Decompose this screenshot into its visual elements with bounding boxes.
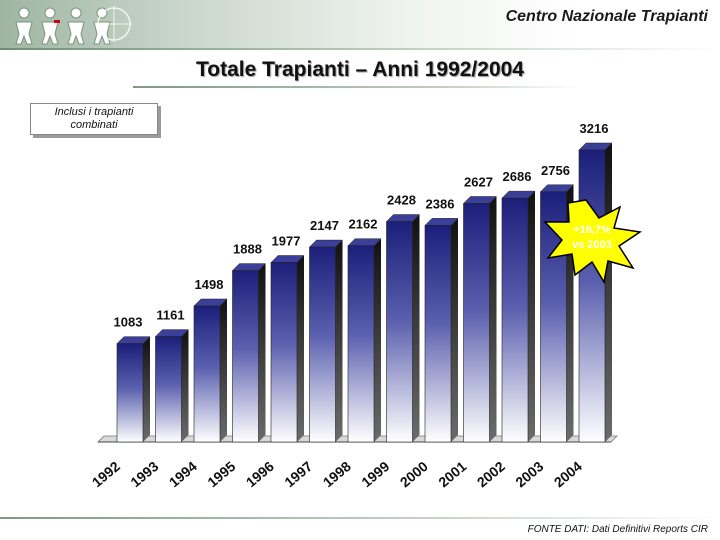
bar-front: [424, 225, 452, 443]
bar-1993: [154, 329, 190, 443]
value-label-1993: 1161: [156, 308, 184, 323]
year-label-1997: 1997: [281, 458, 315, 490]
organization-name: Centro Nazionale Trapianti: [505, 8, 708, 25]
bar-1994: [193, 298, 228, 443]
bar-front: [578, 149, 606, 443]
value-label-1997: 2147: [310, 218, 339, 233]
bar-side: [605, 143, 612, 442]
value-label-2001: 2627: [464, 174, 493, 189]
bar-side: [181, 329, 189, 442]
bar-chart: 1083 1161 1498 1888 1977 2147 2162 2428 2386 2627…: [89, 121, 643, 490]
bar-front: [193, 305, 221, 443]
bar-side: [143, 336, 150, 442]
note-line-1: Inclusi i trapianti: [54, 106, 134, 118]
bar-1998: [347, 238, 382, 443]
bar-1992: [116, 336, 151, 443]
growth-callout: +16,7% vs 2003: [543, 199, 643, 285]
bar-1995: [231, 263, 267, 443]
bar-side: [451, 218, 458, 442]
people-logo-icon: [15, 6, 132, 45]
year-label-2004: 2004: [551, 458, 585, 490]
value-label-2002: 2686: [503, 169, 532, 184]
value-label-1999: 2428: [387, 193, 416, 208]
bar-front: [347, 245, 375, 443]
bar-side: [374, 238, 381, 442]
bar-2004: [578, 142, 613, 443]
year-label-2001: 2001: [435, 458, 469, 490]
footer-divider: [0, 517, 720, 519]
value-label-1995: 1888: [233, 242, 262, 257]
value-label-2003: 2756: [541, 163, 570, 178]
bar-1999: [385, 214, 421, 443]
year-label-1996: 1996: [243, 458, 277, 490]
bar-side: [489, 196, 497, 442]
year-label-1993: 1993: [127, 458, 161, 490]
bar-front: [386, 221, 413, 443]
value-label-2000: 2386: [426, 196, 455, 211]
bar-2001: [462, 196, 498, 443]
value-label-1996: 1977: [272, 233, 301, 248]
bar-front: [501, 197, 529, 443]
value-label-1994: 1498: [195, 277, 224, 292]
value-label-1998: 2162: [349, 217, 378, 232]
bar-front: [270, 262, 298, 443]
bar-front: [116, 343, 144, 443]
value-labels-group: 1083 1161 1498 1888 1977 2147 2162 2428 2386 2627…: [114, 121, 609, 330]
value-label-2004: 3216: [580, 121, 609, 136]
callout-line-2: vs 2003: [572, 239, 612, 251]
note-line-2: combinati: [70, 119, 118, 131]
source-note: FONTE DATI: Dati Definitivi Reports CIR: [527, 524, 708, 535]
bars-group: [116, 142, 613, 443]
year-label-2003: 2003: [512, 458, 546, 490]
bar-front: [463, 203, 490, 443]
bar-side: [220, 298, 227, 442]
bar-2002: [501, 190, 536, 443]
slide-title: Totale Trapianti – Anni 1992/2004: [196, 58, 524, 81]
year-label-1994: 1994: [166, 458, 200, 490]
bar-side: [258, 263, 266, 442]
bar-1996: [270, 255, 305, 443]
bar-side: [297, 255, 304, 442]
bar-front: [309, 246, 336, 443]
year-label-1992: 1992: [89, 458, 123, 490]
year-label-2002: 2002: [474, 458, 508, 490]
value-label-1992: 1083: [114, 315, 143, 330]
bar-side: [412, 214, 420, 442]
callout-starburst: [543, 199, 643, 285]
header-divider: [0, 48, 720, 50]
bar-1997: [308, 239, 344, 443]
callout-line-1: +16,7%: [573, 224, 611, 236]
year-label-1998: 1998: [320, 458, 354, 490]
year-label-1995: 1995: [204, 458, 238, 490]
year-label-2000: 2000: [397, 458, 431, 490]
bar-side: [528, 191, 535, 442]
bar-2000: [424, 218, 459, 443]
note-box: Inclusi i trapianti combinati: [30, 103, 158, 135]
year-labels-group: 1992 1993 1994 1995 1996 1997 1998 1999 2000 2001…: [89, 458, 585, 490]
bar-front: [155, 336, 182, 443]
bar-front: [232, 270, 259, 443]
bar-side: [335, 240, 343, 442]
title-underline: [133, 86, 579, 88]
year-label-1999: 1999: [358, 458, 392, 490]
